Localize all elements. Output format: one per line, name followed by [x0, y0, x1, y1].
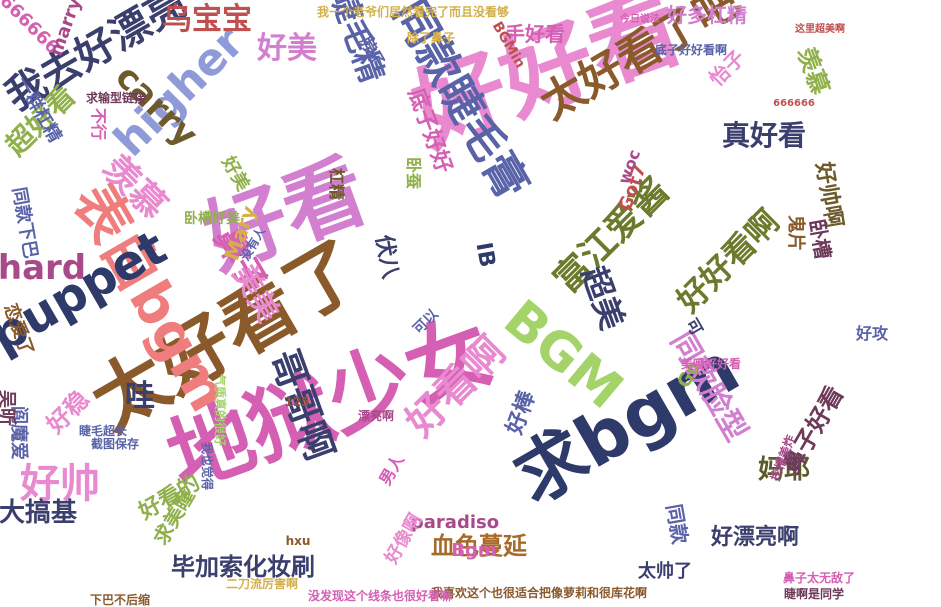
cloud-word: 毕加索化妆刷 — [171, 553, 315, 581]
cloud-word: 好漂亮啊 — [710, 525, 799, 550]
cloud-word: 睫啊是同学 — [783, 587, 844, 601]
cloud-word: 底子好好看啊 — [654, 43, 727, 57]
cloud-word: 杠精 — [326, 167, 346, 201]
cloud-word: 羡慕 — [791, 43, 835, 99]
cloud-word: 超美 — [574, 261, 632, 335]
cloud-word: 睫毛超长 — [78, 424, 127, 438]
cloud-word: Bgm — [451, 540, 497, 561]
cloud-word: 鬼片 — [785, 215, 806, 251]
cloud-word: hxu — [285, 534, 311, 548]
cloud-word: 666666 — [773, 98, 815, 109]
cloud-word: paradiso — [410, 512, 500, 533]
cloud-word: 卧蚕 — [403, 156, 423, 190]
cloud-word: 鼻子好看 — [776, 381, 850, 479]
cloud-word: 今日说法 — [620, 14, 660, 25]
cloud-word: 好多杠精 — [667, 3, 747, 27]
cloud-word: 125 — [284, 395, 310, 409]
cloud-word: 二刀流厉害啊 — [225, 577, 298, 591]
cloud-word: 漂亮啊 — [357, 409, 394, 423]
cloud-word: 除了鼻子 — [406, 31, 455, 45]
cloud-word: 我大搞基 — [0, 498, 78, 528]
cloud-word: 好美 — [257, 31, 317, 66]
cloud-word: 求输型链接 — [85, 91, 146, 105]
cloud-word: 好好看啊 — [669, 202, 787, 320]
cloud-word: 下巴不后缩 — [89, 593, 150, 607]
cloud-word: 卧槽好美 — [184, 211, 240, 227]
cloud-word: 太帅了 — [638, 561, 692, 582]
cloud-word: 哇 — [125, 379, 155, 414]
cloud-word: 这里超美啊 — [795, 24, 845, 35]
cloud-word: 没发现这个线条也很好看嘛 — [307, 589, 452, 603]
cloud-word: 截图保存 — [90, 437, 139, 451]
cloud-word: IB — [470, 240, 499, 270]
cloud-word: 卧槽 — [804, 217, 836, 261]
cloud-word: 我喜欢这个也很适合把像萝莉和很库花啊 — [430, 586, 647, 600]
cloud-word: hard — [0, 248, 87, 288]
cloud-word: 吴昕 — [0, 390, 17, 426]
cloud-word: 血色蔓延 — [431, 532, 527, 560]
cloud-word: 真好看 — [721, 119, 806, 152]
cloud-word: 我也觉得 — [199, 441, 214, 491]
cloud-word: 乌宝宝 — [162, 2, 252, 37]
cloud-word: 鼻子太无敌了 — [782, 571, 855, 585]
cloud-word: 好像啊 — [380, 510, 427, 568]
cloud-word: 我一个老爷们居然看完了而且没看够 — [316, 5, 509, 19]
cloud-word: 妈耶 — [757, 455, 810, 485]
cloud-word: 手好看 — [505, 22, 565, 46]
cloud-word: 好帅 — [20, 461, 100, 507]
cloud-word: 不行 — [88, 107, 108, 141]
cloud-word: 好攻 — [855, 324, 888, 343]
cloud-word: 男人 — [375, 451, 408, 489]
cloud-word: 气质真的很好 — [212, 373, 227, 447]
cloud-word: 伏八 — [370, 233, 403, 281]
cloud-word: 美哦好好看 — [680, 357, 741, 371]
cloud-word: 同款 — [661, 502, 693, 546]
